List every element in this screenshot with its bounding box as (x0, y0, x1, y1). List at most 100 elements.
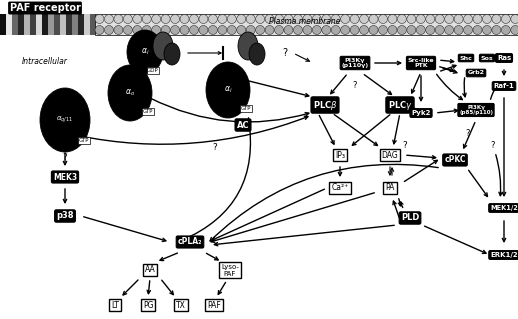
Circle shape (227, 14, 236, 24)
Text: Grb2: Grb2 (468, 70, 484, 76)
Text: ?: ? (491, 140, 495, 150)
Circle shape (341, 14, 350, 24)
Circle shape (190, 26, 198, 34)
Circle shape (416, 26, 425, 34)
Circle shape (331, 14, 340, 24)
Circle shape (350, 14, 359, 24)
Circle shape (379, 26, 387, 34)
Circle shape (464, 14, 472, 24)
Circle shape (492, 26, 501, 34)
Circle shape (275, 14, 283, 24)
Circle shape (275, 26, 283, 34)
Circle shape (464, 26, 472, 34)
Text: $\alpha_{q/11}$: $\alpha_{q/11}$ (56, 115, 74, 125)
Text: MEK1/2: MEK1/2 (490, 205, 518, 211)
Text: PAF receptor: PAF receptor (9, 3, 80, 13)
Circle shape (322, 14, 331, 24)
Text: GTP: GTP (143, 109, 153, 114)
Circle shape (284, 26, 293, 34)
Bar (78, 14, 84, 35)
Text: ERK1/2: ERK1/2 (490, 252, 518, 258)
Bar (95, 14, 518, 35)
Circle shape (294, 14, 303, 24)
Text: Ca²⁺: Ca²⁺ (332, 183, 349, 192)
Circle shape (511, 26, 518, 34)
Ellipse shape (108, 65, 152, 121)
Circle shape (152, 14, 161, 24)
Circle shape (379, 14, 387, 24)
Circle shape (123, 26, 133, 34)
Text: PA: PA (385, 183, 395, 192)
Circle shape (397, 14, 407, 24)
Bar (30, 14, 36, 35)
Circle shape (303, 26, 312, 34)
Circle shape (95, 14, 104, 24)
Bar (54, 14, 60, 35)
Circle shape (237, 14, 246, 24)
Bar (24, 14, 30, 35)
Text: GDP: GDP (147, 68, 159, 73)
Circle shape (170, 26, 180, 34)
Text: ?: ? (282, 48, 287, 58)
Circle shape (170, 14, 180, 24)
Circle shape (322, 26, 331, 34)
Text: p38: p38 (56, 211, 74, 220)
Circle shape (161, 26, 170, 34)
Circle shape (265, 26, 274, 34)
Circle shape (482, 26, 492, 34)
Text: GTP: GTP (79, 138, 89, 143)
Circle shape (454, 26, 463, 34)
Text: LT: LT (111, 300, 119, 309)
Circle shape (180, 26, 189, 34)
Text: ?: ? (402, 140, 407, 150)
Circle shape (312, 26, 321, 34)
Text: PI3Kγ
(p85/p110): PI3Kγ (p85/p110) (459, 105, 493, 115)
Text: Ras: Ras (497, 55, 511, 61)
Circle shape (199, 14, 208, 24)
Circle shape (218, 26, 227, 34)
Text: IP₃: IP₃ (335, 151, 345, 160)
Text: ?: ? (212, 144, 218, 152)
Text: ?: ? (466, 129, 470, 137)
Text: DAG: DAG (382, 151, 398, 160)
Circle shape (388, 14, 397, 24)
Circle shape (237, 26, 246, 34)
Circle shape (359, 14, 369, 24)
Ellipse shape (238, 32, 258, 60)
Text: Intracellular: Intracellular (22, 57, 68, 66)
Circle shape (105, 14, 113, 24)
Circle shape (312, 14, 321, 24)
Circle shape (482, 14, 492, 24)
Circle shape (454, 14, 463, 24)
Ellipse shape (206, 62, 250, 118)
Ellipse shape (127, 30, 163, 74)
Bar (84, 14, 90, 35)
Circle shape (492, 14, 501, 24)
Circle shape (444, 26, 454, 34)
Bar (12, 14, 18, 35)
Text: AC: AC (237, 121, 249, 130)
Circle shape (180, 14, 189, 24)
Text: Sos: Sos (481, 56, 493, 61)
Circle shape (501, 14, 510, 24)
Bar (36, 14, 42, 35)
Circle shape (473, 14, 482, 24)
Circle shape (142, 14, 151, 24)
Text: $\alpha_i$: $\alpha_i$ (141, 47, 149, 57)
Circle shape (350, 26, 359, 34)
Circle shape (133, 14, 142, 24)
Text: Src-like
PTK: Src-like PTK (408, 58, 434, 68)
Bar (48, 14, 54, 35)
Text: Shc: Shc (459, 56, 472, 61)
Circle shape (161, 14, 170, 24)
Ellipse shape (40, 88, 90, 152)
Text: cPKC: cPKC (444, 155, 466, 165)
Circle shape (199, 26, 208, 34)
Circle shape (284, 14, 293, 24)
Circle shape (397, 26, 407, 34)
Circle shape (246, 26, 255, 34)
Text: $\alpha_i$: $\alpha_i$ (224, 85, 232, 95)
Text: PLD: PLD (401, 213, 419, 222)
Bar (0, 14, 6, 35)
Text: PAF: PAF (207, 300, 221, 309)
